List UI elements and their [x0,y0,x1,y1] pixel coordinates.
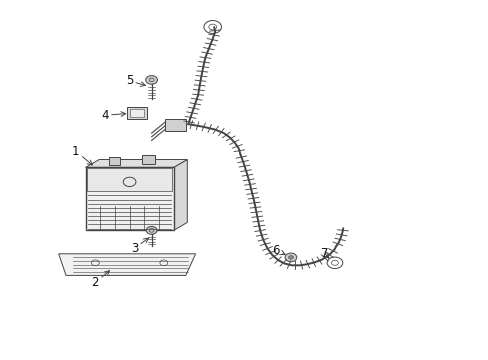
Polygon shape [142,155,154,165]
Circle shape [285,253,296,262]
Circle shape [145,76,157,84]
Polygon shape [85,167,173,230]
Circle shape [288,256,293,259]
Text: 1: 1 [72,145,92,165]
FancyBboxPatch shape [127,107,146,119]
Text: 5: 5 [125,75,145,87]
Circle shape [146,226,157,234]
Polygon shape [164,119,185,131]
FancyBboxPatch shape [130,109,143,117]
Text: 3: 3 [130,238,148,255]
Polygon shape [59,254,195,275]
Polygon shape [173,159,187,230]
Text: 7: 7 [321,247,328,260]
Polygon shape [87,168,172,192]
Text: 6: 6 [272,244,285,257]
Polygon shape [108,157,120,165]
Text: 4: 4 [101,109,125,122]
Polygon shape [85,159,187,167]
Text: 2: 2 [91,271,109,289]
